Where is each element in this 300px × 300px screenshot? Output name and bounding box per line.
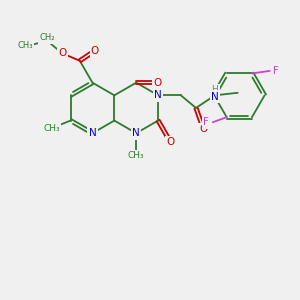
Text: CH₂: CH₂ bbox=[39, 33, 55, 42]
Text: F: F bbox=[203, 117, 209, 127]
Text: N: N bbox=[88, 128, 96, 138]
Text: CH₃: CH₃ bbox=[17, 41, 33, 50]
Text: CH₃: CH₃ bbox=[128, 152, 145, 160]
Text: O: O bbox=[167, 137, 175, 148]
Text: O: O bbox=[200, 124, 208, 134]
Text: F: F bbox=[273, 66, 279, 76]
Text: H: H bbox=[212, 85, 218, 94]
Text: O: O bbox=[154, 78, 162, 88]
Text: N: N bbox=[211, 92, 219, 102]
Text: O: O bbox=[91, 46, 99, 56]
Text: N: N bbox=[132, 128, 140, 138]
Text: CH₃: CH₃ bbox=[43, 124, 60, 133]
Text: O: O bbox=[58, 48, 66, 58]
Text: N: N bbox=[154, 90, 162, 100]
